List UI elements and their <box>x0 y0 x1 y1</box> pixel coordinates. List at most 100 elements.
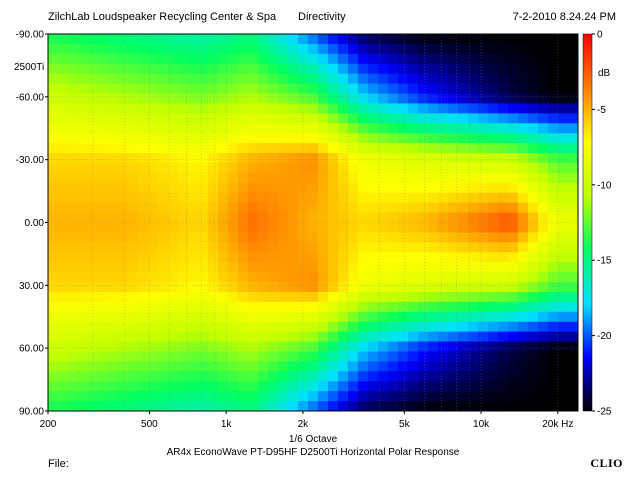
heatmap-cell <box>408 34 419 45</box>
heatmap-cell <box>198 341 209 353</box>
heatmap-cell <box>568 291 578 303</box>
heatmap-cell <box>438 73 449 85</box>
heatmap-cell <box>278 341 289 353</box>
heatmap-cell <box>238 282 249 293</box>
heatmap-cell <box>318 282 329 293</box>
heatmap-cell <box>298 103 309 114</box>
heatmap-cell <box>178 113 189 124</box>
heatmap-cell <box>168 172 179 184</box>
heatmap-cell <box>378 133 389 144</box>
heatmap-cell <box>48 232 59 243</box>
heatmap-cell <box>88 202 99 214</box>
heatmap-cell <box>218 222 229 234</box>
heatmap-cell <box>498 381 509 392</box>
heatmap-cell <box>98 172 109 184</box>
heatmap-cell <box>318 252 329 263</box>
heatmap-cell <box>388 143 399 154</box>
heatmap-cell <box>288 341 299 353</box>
heatmap-cell <box>98 202 109 214</box>
heatmap-cell <box>298 391 309 402</box>
heatmap-cell <box>338 341 349 353</box>
heatmap-cell <box>398 351 409 362</box>
heatmap-cell <box>58 331 69 343</box>
heatmap-cell <box>548 351 559 362</box>
heatmap-cell <box>158 43 169 55</box>
heatmap-cell <box>428 222 439 234</box>
heatmap-cell <box>278 83 289 95</box>
heatmap-cell <box>238 311 249 323</box>
heatmap-cell <box>108 133 119 144</box>
heatmap-cell <box>218 262 229 273</box>
heatmap-cell <box>188 93 199 105</box>
heatmap-cell <box>568 351 578 362</box>
heatmap-cell <box>268 73 279 85</box>
heatmap-cell <box>238 63 249 75</box>
heatmap-cell <box>288 272 299 283</box>
heatmap-cell <box>148 331 159 343</box>
heatmap-cell <box>128 43 139 55</box>
heatmap-cell <box>218 351 229 362</box>
heatmap-cell <box>68 341 79 353</box>
heatmap-cell <box>368 282 379 293</box>
heatmap-cell <box>398 93 409 105</box>
heatmap-cell <box>118 192 129 204</box>
heatmap-cell <box>218 391 229 402</box>
heatmap-cell <box>288 53 299 65</box>
heatmap-cell <box>288 361 299 372</box>
heatmap-cell <box>48 391 59 402</box>
heatmap-cell <box>188 291 199 303</box>
colorbar <box>582 33 593 412</box>
heatmap-cell <box>308 83 319 95</box>
heatmap-cell <box>238 172 249 184</box>
heatmap-cell <box>468 391 479 402</box>
heatmap-cell <box>158 371 169 382</box>
heatmap-cell <box>518 212 529 224</box>
heatmap-cell <box>478 123 489 134</box>
heatmap-cell <box>148 301 159 313</box>
heatmap-cell <box>338 63 349 75</box>
heatmap-cell <box>528 212 539 224</box>
heatmap-cell <box>468 351 479 362</box>
heatmap-cell <box>408 73 419 85</box>
heatmap-cell <box>218 153 229 164</box>
heatmap-cell <box>178 282 189 293</box>
heatmap-cell <box>418 212 429 224</box>
heatmap-cell <box>178 153 189 164</box>
heatmap-cell <box>198 63 209 75</box>
heatmap-cell <box>568 262 578 273</box>
heatmap-cell <box>428 391 439 402</box>
heatmap-cell <box>218 371 229 382</box>
heatmap-cell <box>168 182 179 194</box>
heatmap-cell <box>318 351 329 362</box>
heatmap-cell <box>328 321 339 333</box>
heatmap-cell <box>468 371 479 382</box>
heatmap-cell <box>248 232 259 243</box>
heatmap-cell <box>378 83 389 95</box>
heatmap-cell <box>548 103 559 114</box>
heatmap-cell <box>338 162 349 174</box>
heatmap-cell <box>348 311 359 323</box>
heatmap-cell <box>458 341 469 353</box>
chart-title: AR4x EconoWave PT-D95HF D2500Ti Horizont… <box>167 447 460 458</box>
heatmap-cell <box>468 73 479 85</box>
heatmap-cell <box>378 262 389 273</box>
heatmap-cell <box>58 222 69 234</box>
heatmap-cell <box>188 123 199 134</box>
heatmap-cell <box>448 282 459 293</box>
heatmap-cell <box>48 311 59 323</box>
heatmap-cell <box>478 252 489 263</box>
heatmap-cell <box>168 361 179 372</box>
heatmap-cell <box>358 262 369 273</box>
heatmap-cell <box>348 133 359 144</box>
heatmap-cell <box>88 381 99 392</box>
heatmap-cell <box>158 192 169 204</box>
heatmap-cell <box>198 43 209 55</box>
heatmap-cell <box>378 242 389 253</box>
heatmap-cell <box>68 262 79 273</box>
heatmap-cell <box>318 232 329 243</box>
heatmap-cell <box>298 291 309 303</box>
heatmap-cell <box>408 53 419 65</box>
heatmap-cell <box>188 262 199 273</box>
heatmap-cell <box>188 321 199 333</box>
heatmap-cell <box>428 361 439 372</box>
